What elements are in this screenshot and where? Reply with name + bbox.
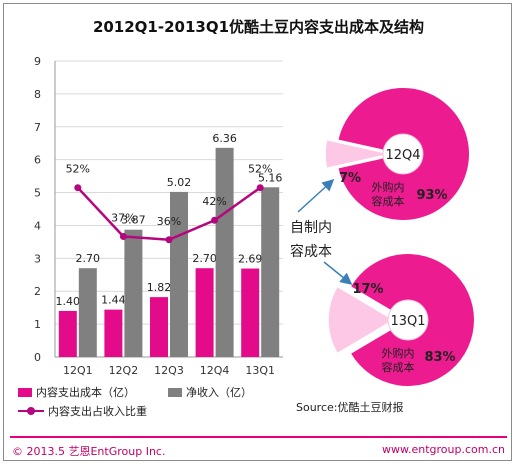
y-tick-label: 4 xyxy=(34,219,41,232)
data-label-content-cost: 2.70 xyxy=(192,252,217,265)
legend-item-net-revenue: 净收入（亿） xyxy=(168,384,252,400)
pie-label-self-made-line1: 自制内 xyxy=(290,220,332,236)
chart-title: 2012Q1-2013Q1优酷土豆内容支出成本及结构 xyxy=(92,18,425,36)
pie-label-purchased-line1: 外购内 xyxy=(372,180,405,194)
x-tick-label: 12Q3 xyxy=(154,364,184,377)
bar-content-cost xyxy=(241,268,260,357)
data-label-ratio: 42% xyxy=(202,195,226,208)
pie-pct-purchased: 93% xyxy=(416,188,447,203)
y-tick-label: 1 xyxy=(34,318,41,331)
pie-label-purchased-line1: 外购内 xyxy=(382,346,415,360)
data-label-net-revenue: 6.36 xyxy=(212,132,237,145)
pie-center xyxy=(382,133,424,175)
data-label-ratio: 37% xyxy=(111,212,135,225)
data-label-net-revenue: 5.16 xyxy=(258,171,283,184)
data-label-net-revenue: 5.02 xyxy=(167,176,192,189)
legend-label-net-revenue: 净收入（亿） xyxy=(186,386,252,399)
legend-label-ratio: 内容支出占收入比重 xyxy=(48,405,147,418)
arrow-to-12q4-self-made xyxy=(297,178,335,213)
y-tick-label: 7 xyxy=(34,121,41,134)
data-label-ratio: 36% xyxy=(157,215,181,228)
pie-center-label: 13Q1 xyxy=(390,314,425,329)
data-label-ratio: 52% xyxy=(66,163,90,176)
arrow-to-13q1-self-made xyxy=(323,261,353,285)
pie-center-label: 12Q4 xyxy=(385,148,420,163)
y-tick-label: 0 xyxy=(34,351,41,364)
data-label-content-cost: 1.82 xyxy=(147,281,172,294)
footer-divider xyxy=(10,436,507,438)
legend-swatch-ratio xyxy=(18,406,44,416)
x-tick-label: 13Q1 xyxy=(245,364,275,377)
legend-swatch-content-cost xyxy=(18,387,32,397)
bar-content-cost xyxy=(150,297,168,357)
bar-net-revenue xyxy=(78,268,97,357)
marker-ratio xyxy=(119,233,127,241)
footer-copyright: © 2013.5 艺恩EntGroup Inc. xyxy=(12,445,166,458)
data-label-content-cost: 1.40 xyxy=(56,295,81,308)
bar-net-revenue xyxy=(124,229,143,357)
source-note: Source:优酷土豆财报 xyxy=(296,401,404,414)
y-tick-label: 2 xyxy=(34,285,41,298)
pie-pct-self-made: 17% xyxy=(352,282,383,297)
bar-net-revenue xyxy=(261,187,280,357)
y-tick-label: 5 xyxy=(34,187,41,200)
marker-ratio xyxy=(256,184,264,192)
legend-label-content-cost: 内容支出成本（亿） xyxy=(36,386,135,399)
legend-item-content-cost: 内容支出成本（亿） xyxy=(18,384,135,400)
bar-net-revenue xyxy=(215,147,234,357)
chart-frame xyxy=(3,3,512,461)
data-label-net-revenue: 2.70 xyxy=(76,252,101,265)
pie-label-purchased-line2: 容成本 xyxy=(372,194,405,208)
data-label-ratio: 52% xyxy=(248,163,272,176)
marker-ratio xyxy=(211,216,219,224)
pie-pct-purchased: 83% xyxy=(424,350,455,365)
legend-item-ratio: 内容支出占收入比重 xyxy=(18,403,147,419)
bar-content-cost xyxy=(58,310,77,357)
y-tick-label: 6 xyxy=(34,154,41,167)
y-tick-label: 3 xyxy=(34,252,41,265)
x-tick-label: 12Q2 xyxy=(109,364,139,377)
marker-ratio xyxy=(165,236,173,244)
data-label-content-cost: 1.44 xyxy=(101,294,126,307)
bar-content-cost xyxy=(195,268,214,357)
pie-label-self-made-line2: 容成本 xyxy=(290,243,332,260)
footer-website: www.entgroup.com.cn xyxy=(382,443,505,456)
bar-content-cost xyxy=(104,309,123,357)
y-tick-label: 8 xyxy=(34,88,41,101)
data-label-content-cost: 2.69 xyxy=(238,253,263,266)
pie-label-purchased-line2: 容成本 xyxy=(382,360,415,374)
pie-center xyxy=(387,299,429,341)
marker-ratio xyxy=(74,184,82,192)
pie-slice-self-made xyxy=(327,285,396,355)
pie-pct-self-made: 7% xyxy=(339,171,361,186)
y-tick-label: 9 xyxy=(34,55,41,68)
legend-swatch-net-revenue xyxy=(168,387,182,397)
data-label-net-revenue: 3.87 xyxy=(121,214,146,227)
x-tick-label: 12Q4 xyxy=(200,364,230,377)
pie-slice-self-made xyxy=(324,138,392,170)
x-tick-label: 12Q1 xyxy=(63,364,93,377)
